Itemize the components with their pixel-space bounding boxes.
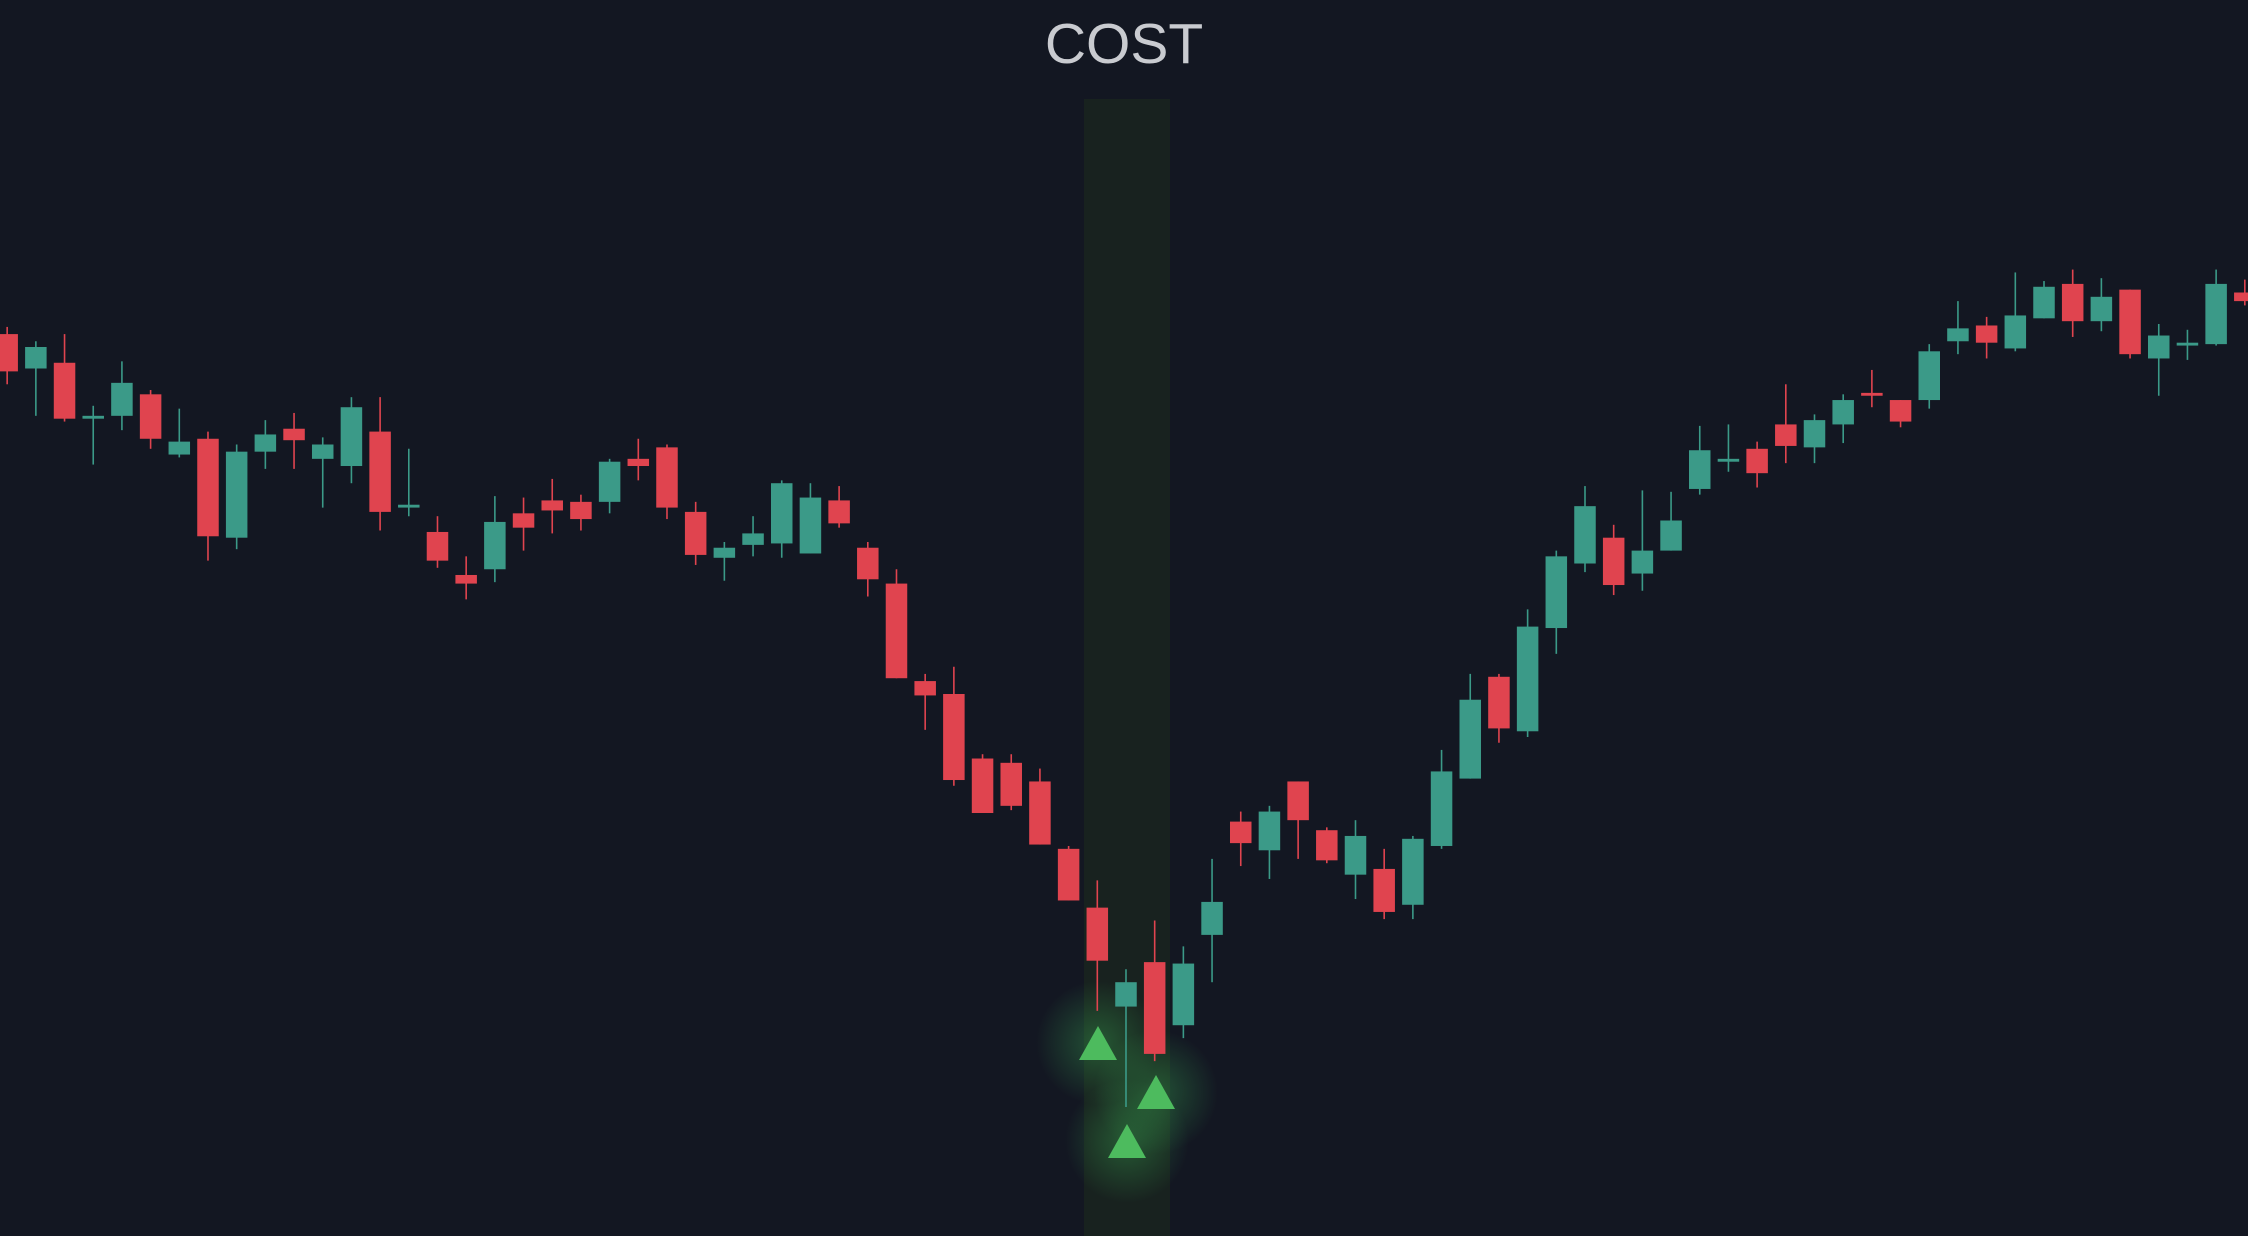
- candle-body: [455, 574, 477, 584]
- candle-body: [1172, 963, 1195, 1026]
- candle-body: [1258, 811, 1281, 851]
- candle-body: [598, 461, 621, 502]
- candle-body: [426, 531, 449, 561]
- candle-body: [1143, 962, 1166, 1054]
- candle-body: [1574, 506, 1596, 564]
- candle-body: [1000, 762, 1022, 806]
- candle-body: [684, 511, 707, 555]
- candle-body: [1688, 450, 1711, 489]
- candle-body: [82, 415, 104, 419]
- candle-body: [225, 451, 248, 538]
- candle-body: [512, 513, 535, 528]
- candle-body: [1889, 400, 1912, 422]
- candle-body: [857, 547, 879, 580]
- candle-body: [53, 362, 76, 419]
- candle-body: [197, 438, 219, 537]
- candle-body: [656, 447, 678, 508]
- buy-signal: [1079, 1026, 1117, 1060]
- candle-body: [1229, 821, 1252, 844]
- candle-body: [1430, 771, 1453, 846]
- candle-body: [369, 431, 391, 512]
- signals: [1079, 1026, 1175, 1158]
- candle-body: [2061, 283, 2084, 322]
- candle-body: [484, 521, 506, 570]
- candle-body: [742, 533, 764, 545]
- candle-body: [2176, 342, 2199, 346]
- candle-body: [1459, 699, 1481, 779]
- candle-body: [2205, 283, 2227, 345]
- candle-body: [1545, 556, 1568, 629]
- buy-signal: [1108, 1124, 1146, 1158]
- candle-body: [139, 394, 162, 439]
- candle-body: [1775, 424, 1797, 446]
- candle-body: [1201, 901, 1223, 935]
- candle-body: [627, 458, 650, 467]
- candle-body: [1861, 392, 1883, 396]
- candle-body: [713, 547, 736, 558]
- candle-body: [2004, 315, 2027, 349]
- candle-body: [1602, 537, 1625, 586]
- candle-body: [1488, 676, 1510, 729]
- candle-body: [570, 501, 592, 520]
- candle-body: [2119, 289, 2141, 355]
- candles: [0, 269, 2248, 1107]
- candle-body: [283, 428, 305, 441]
- candle-body: [1918, 351, 1941, 401]
- candle-body: [828, 500, 850, 524]
- candle-body: [1947, 328, 1969, 342]
- candle-body: [1344, 835, 1367, 875]
- candle-body: [914, 681, 936, 696]
- candle-body: [1832, 400, 1854, 425]
- candle-body: [1086, 907, 1109, 961]
- candle-body: [111, 382, 133, 416]
- candle-body: [340, 407, 363, 467]
- candle-body: [541, 500, 563, 511]
- candle-body: [25, 346, 47, 369]
- candle-body: [971, 758, 994, 814]
- candle-body: [1115, 982, 1137, 1007]
- candle-body: [1746, 448, 1768, 474]
- candle-body: [1631, 550, 1654, 574]
- candle-body: [770, 483, 793, 544]
- candle-body: [1717, 458, 1740, 462]
- candle-body: [885, 583, 908, 679]
- candle-body: [311, 444, 334, 459]
- candle-body: [1660, 520, 1682, 551]
- candle-body: [1057, 848, 1080, 901]
- candle-body: [1373, 868, 1395, 912]
- candle-body: [1316, 830, 1338, 861]
- candle-body: [1516, 626, 1539, 732]
- candle-body: [943, 693, 965, 781]
- candle-body: [2148, 335, 2170, 359]
- candle-body: [398, 504, 420, 508]
- candle-body: [1975, 325, 1998, 343]
- candle-body: [1803, 420, 1826, 448]
- candle-body: [2234, 292, 2248, 302]
- candle-body: [1402, 838, 1424, 905]
- candle-body: [1287, 781, 1309, 821]
- candle-body: [1029, 781, 1051, 845]
- candle-body: [0, 334, 18, 372]
- chart-title: COST: [1045, 12, 1203, 76]
- candle-body: [2090, 296, 2113, 322]
- candle-body: [2033, 286, 2055, 319]
- buy-signal: [1137, 1075, 1175, 1109]
- candle-body: [254, 434, 277, 452]
- candle-body: [168, 441, 191, 455]
- candle-body: [799, 497, 822, 554]
